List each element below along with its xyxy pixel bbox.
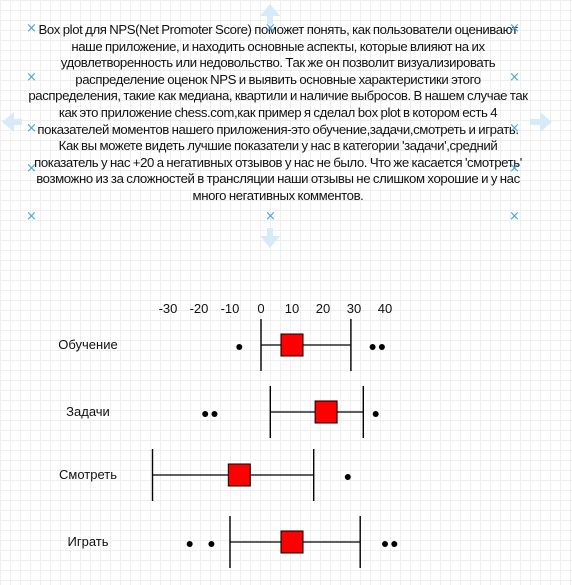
description-text: Box plot для NPS(Net Promoter Score) пом…: [28, 22, 528, 203]
x-tick-label: -20: [190, 301, 209, 316]
outlier-point: [202, 411, 209, 417]
outlier-point: [369, 344, 376, 350]
arrow-right-icon[interactable]: [530, 110, 554, 134]
arrow-left-icon[interactable]: [0, 110, 22, 134]
selection-handle-icon[interactable]: ×: [509, 209, 520, 224]
arrow-up-icon[interactable]: [258, 2, 282, 24]
x-tick-label: -30: [159, 301, 178, 316]
x-tick-label: -10: [221, 301, 240, 316]
selection-handle-icon[interactable]: ×: [509, 161, 520, 176]
selection-handle-icon[interactable]: ×: [509, 121, 520, 136]
category-label: Задачи: [66, 404, 110, 419]
center-marker: [280, 530, 304, 554]
selection-handle-icon[interactable]: ×: [509, 70, 520, 85]
outlier-point: [372, 411, 379, 417]
center-marker: [280, 333, 304, 357]
outlier-point: [211, 411, 218, 417]
category-label: Смотреть: [59, 467, 117, 482]
outlier-point: [344, 474, 351, 480]
outlier-point: [186, 541, 193, 547]
selection-handle-icon[interactable]: ×: [26, 21, 37, 36]
x-tick-label: 0: [257, 301, 264, 316]
x-tick-label: 40: [378, 301, 392, 316]
category-label: Обучение: [58, 337, 117, 352]
selection-handle-icon[interactable]: ×: [26, 121, 37, 136]
outlier-point: [236, 344, 243, 350]
x-tick-label: 30: [347, 301, 361, 316]
selection-handle-icon[interactable]: ×: [265, 21, 276, 36]
selection-handle-icon[interactable]: ×: [509, 21, 520, 36]
x-tick-label: 20: [316, 301, 330, 316]
outlier-point: [208, 541, 215, 547]
outlier-point: [382, 541, 388, 547]
center-marker: [227, 463, 251, 487]
center-marker: [314, 400, 338, 424]
selection-handle-icon[interactable]: ×: [26, 161, 37, 176]
category-label: Играть: [68, 534, 109, 549]
x-tick-label: 10: [285, 301, 299, 316]
selection-handle-icon[interactable]: ×: [26, 70, 37, 85]
outlier-point: [391, 541, 398, 547]
selection-handle-icon[interactable]: ×: [265, 209, 276, 224]
outlier-point: [378, 344, 385, 350]
arrow-down-icon[interactable]: [258, 228, 282, 250]
selection-handle-icon[interactable]: ×: [26, 209, 37, 224]
